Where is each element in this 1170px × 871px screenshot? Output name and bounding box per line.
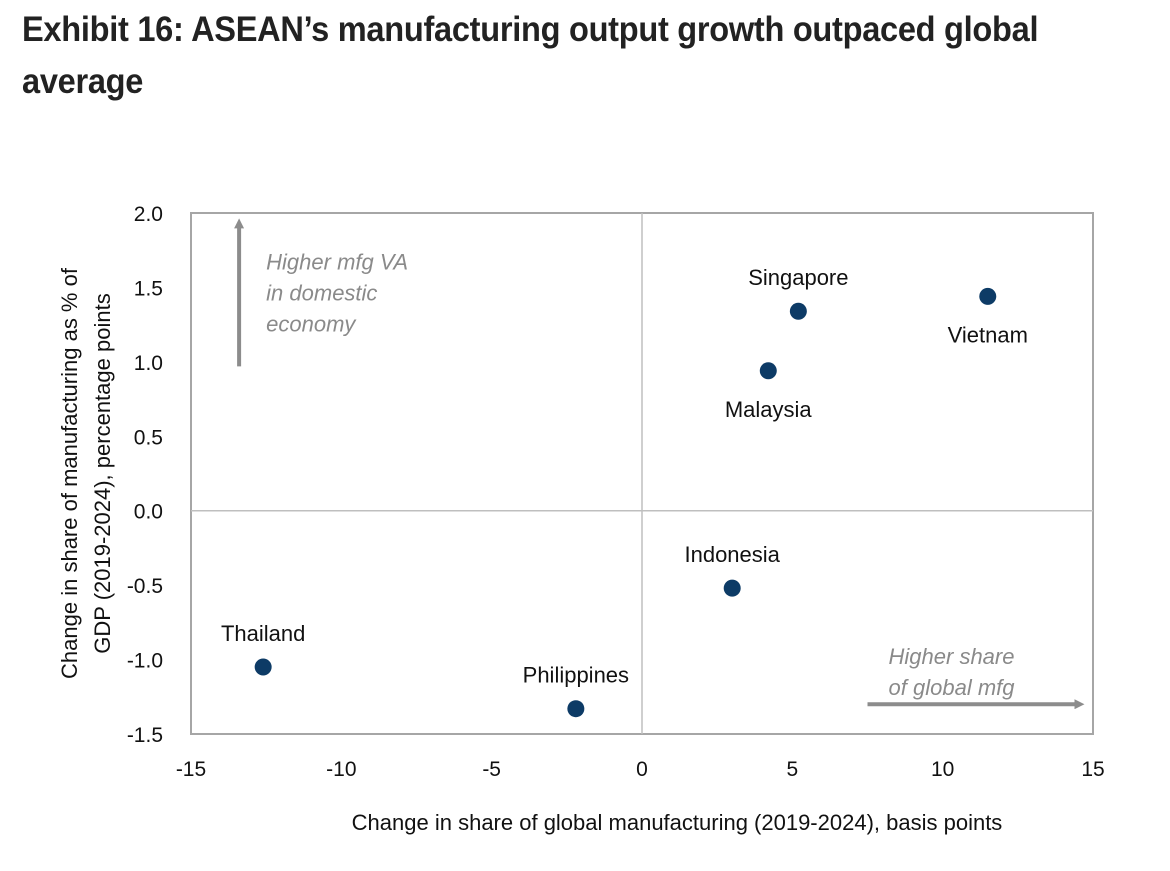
chart-title: Exhibit 16: ASEAN’s manufacturing output… (22, 10, 1039, 101)
x-axis-title: Change in share of global manufacturing … (352, 810, 1003, 835)
x-tick-label: 5 (786, 758, 798, 781)
data-point-thailand (254, 658, 272, 676)
data-point-philippines (567, 700, 585, 718)
y-axis-title-line: Change in share of manufacturing as % of (57, 267, 82, 679)
x-tick-label: 15 (1081, 758, 1104, 781)
y-tick-label: -1.0 (127, 650, 163, 673)
y-axis-title-line: GDP (2019-2024), percentage points (90, 293, 115, 653)
y-tick-label: 1.5 (134, 277, 163, 300)
y-tick-label: 1.0 (134, 352, 163, 375)
annotation-line: Higher mfg VA (266, 250, 408, 275)
y-tick-label: -1.5 (127, 724, 163, 747)
data-point-singapore (789, 302, 807, 320)
annotation-higher-share: Higher share of global mfg (889, 644, 1016, 700)
annotation-line: of global mfg (889, 675, 1016, 700)
y-axis-title: Change in share of manufacturing as % of… (57, 267, 115, 679)
x-tick-label: -15 (176, 758, 206, 781)
annotation-line: economy (266, 312, 357, 337)
x-tick-label: 0 (636, 758, 648, 781)
y-tick-label: -0.5 (127, 575, 163, 598)
y-tick-label: 0.5 (134, 426, 163, 449)
annotation-higher-mfg-va: Higher mfg VA in domestic economy (266, 250, 408, 337)
x-tick-label: 10 (931, 758, 954, 781)
y-tick-label: 0.0 (134, 501, 163, 524)
data-point-vietnam (979, 287, 997, 305)
data-label-philippines: Philippines (523, 663, 629, 688)
data-label-singapore: Singapore (748, 265, 848, 290)
data-label-malaysia: Malaysia (725, 397, 813, 422)
x-tick-label: -10 (326, 758, 356, 781)
y-tick-label: 2.0 (134, 203, 163, 226)
x-tick-label: -5 (482, 758, 501, 781)
data-label-thailand: Thailand (221, 621, 305, 646)
data-point-malaysia (759, 362, 777, 380)
data-label-vietnam: Vietnam (948, 322, 1028, 347)
data-point-indonesia (723, 579, 741, 597)
annotation-line: Higher share (889, 644, 1015, 669)
annotation-line: in domestic (266, 281, 377, 306)
data-label-indonesia: Indonesia (684, 542, 780, 567)
